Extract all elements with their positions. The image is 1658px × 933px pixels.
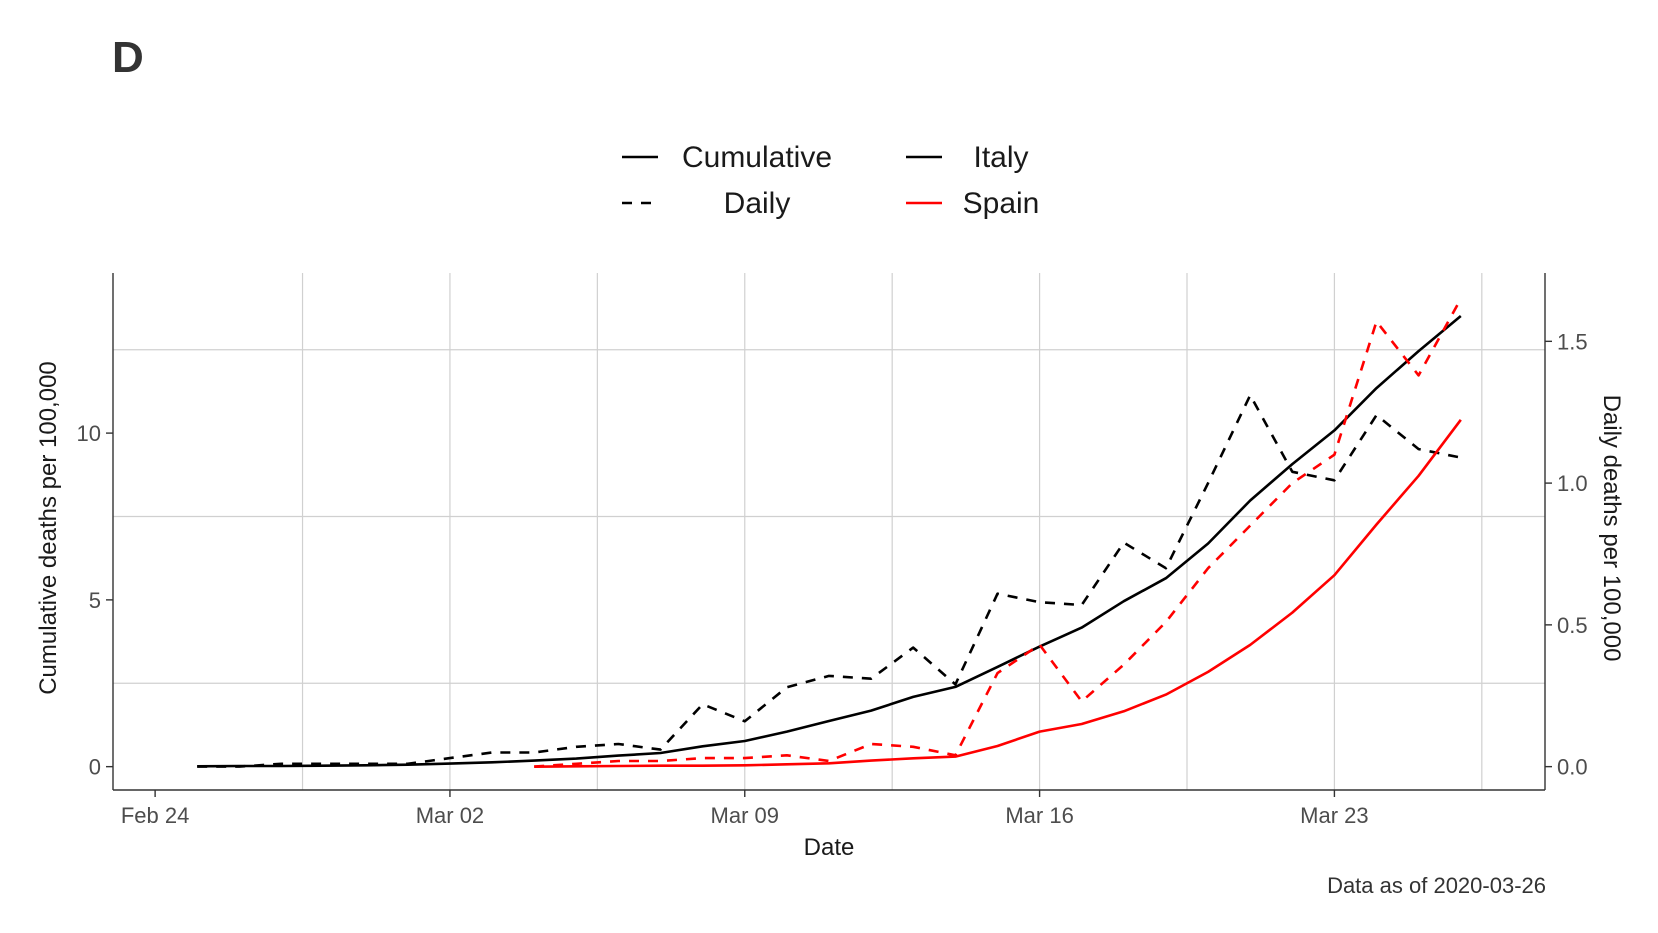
series-line-italy-daily	[197, 393, 1462, 768]
y-left-tick-label: 10	[77, 421, 101, 446]
x-tick-label: Mar 23	[1300, 803, 1368, 828]
axes	[106, 273, 1552, 797]
x-axis-title: Date	[804, 834, 855, 861]
x-tick-label: Mar 16	[1005, 803, 1073, 828]
series-line-spain-cumulative	[534, 419, 1462, 768]
panel-label: D	[112, 33, 144, 82]
series-line-italy-cumulative	[197, 315, 1462, 768]
y-left-tick-label: 5	[89, 588, 101, 613]
series-lines	[197, 298, 1462, 768]
caption: Data as of 2020-03-26	[1327, 873, 1546, 898]
legend-label-daily: Daily	[724, 187, 791, 220]
series-line-spain-daily	[534, 298, 1462, 768]
y-right-tick-label: 1.0	[1557, 471, 1588, 496]
x-tick-label: Mar 09	[711, 803, 779, 828]
y-axis-left-title: Cumulative deaths per 100,000	[35, 361, 62, 695]
legend-label-italy: Italy	[973, 141, 1028, 174]
tick-labels: Feb 24 Mar 02 Mar 09 Mar 16 Mar 23 0 5 10 0.0 0.5…	[77, 329, 1588, 828]
legend-label-spain: Spain	[963, 187, 1040, 220]
grid	[113, 273, 1545, 790]
y-left-tick-label: 0	[89, 755, 101, 780]
y-right-tick-label: 0.5	[1557, 613, 1588, 638]
y-axis-right-title: Daily deaths per 100,000	[1598, 395, 1625, 662]
x-tick-label: Feb 24	[121, 803, 190, 828]
legend-label-cumulative: Cumulative	[682, 141, 832, 174]
y-right-tick-label: 0.0	[1557, 755, 1588, 780]
x-tick-label: Mar 02	[416, 803, 484, 828]
legend: Cumulative Daily Italy Spain	[622, 141, 1039, 220]
y-right-tick-label: 1.5	[1557, 329, 1588, 354]
